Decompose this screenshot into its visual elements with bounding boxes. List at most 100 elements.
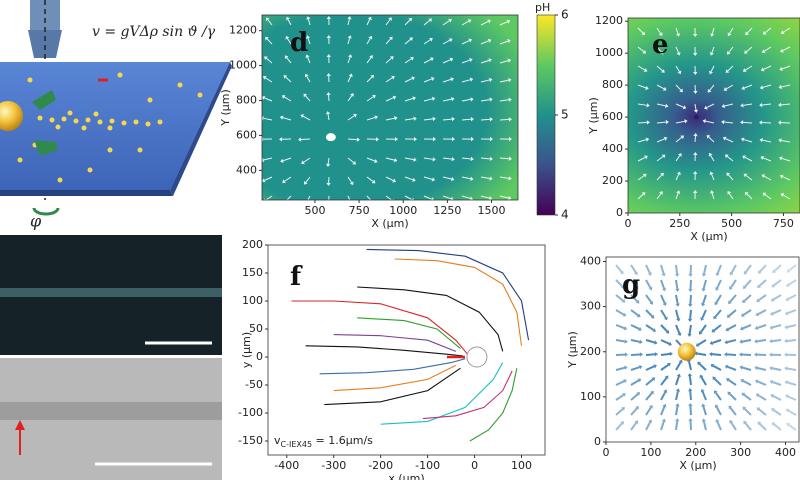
field-arrow <box>480 40 489 45</box>
field-arrowhead <box>428 18 433 23</box>
field-arrowhead <box>306 16 311 20</box>
field-arrowhead <box>780 30 785 34</box>
field-arrowhead <box>286 16 290 21</box>
y-tick-label: 1200 <box>229 24 257 37</box>
field-arrowhead <box>430 76 435 81</box>
field-arrowhead <box>739 365 743 370</box>
x-tick-label: 100 <box>511 459 532 472</box>
field-arrowhead <box>743 173 748 178</box>
field-arrow <box>660 352 671 356</box>
field-arrowhead <box>706 135 711 139</box>
field-arrowhead <box>303 180 308 185</box>
x-tick-label: 300 <box>730 446 751 459</box>
field-arrow <box>645 378 654 386</box>
field-arrowhead <box>394 136 398 142</box>
field-arrow <box>689 390 692 401</box>
field-arrow <box>772 395 782 401</box>
field-arrowhead <box>623 326 628 331</box>
particle <box>0 101 23 131</box>
field-arrowhead <box>374 158 378 164</box>
field-arrowhead <box>391 75 395 80</box>
field-arrow <box>630 339 641 343</box>
field-arrow <box>404 157 414 161</box>
field-arrowhead <box>713 315 717 320</box>
field-arrow <box>423 19 431 26</box>
trajectory <box>357 317 461 350</box>
field-arrowhead <box>744 191 749 196</box>
trajectory <box>333 334 456 352</box>
field-arrow <box>285 76 292 83</box>
field-arrow <box>637 27 644 34</box>
field-arrowhead <box>698 331 703 335</box>
field-arrowhead <box>508 176 512 181</box>
field-arrowhead <box>262 95 266 100</box>
field-arrow <box>675 279 679 290</box>
field-arrow <box>712 339 722 344</box>
x-tick-label: 1250 <box>433 204 461 217</box>
field-arrowhead <box>757 284 761 289</box>
field-arrowhead <box>372 94 376 99</box>
field-arrowhead <box>431 177 436 182</box>
x-tick-label: -300 <box>321 459 346 472</box>
panel-letter: g <box>622 270 640 300</box>
field-arrowhead <box>692 190 698 194</box>
field-arrow <box>728 46 734 53</box>
field-arrow <box>327 157 330 165</box>
y-tick-label: 800 <box>602 78 623 91</box>
field-arrow <box>726 156 734 162</box>
field-arrowhead <box>282 179 286 184</box>
field-arrow <box>709 84 715 91</box>
field-arrow <box>423 157 433 160</box>
field-arrow <box>461 20 470 26</box>
field-arrowhead <box>326 92 331 96</box>
field-arrow <box>385 77 393 83</box>
flow-arrow <box>34 140 58 156</box>
field-arrowhead <box>432 136 436 142</box>
field-arrow <box>743 121 753 124</box>
field-arrowhead <box>784 311 789 316</box>
x-tick-label: 500 <box>304 204 325 217</box>
field-arrowhead <box>431 197 435 200</box>
field-arrowhead <box>723 87 728 91</box>
colorbar <box>536 14 556 216</box>
field-arrowhead <box>265 36 269 41</box>
field-arrow <box>675 103 684 108</box>
field-arrowhead <box>713 390 718 394</box>
field-arrow <box>499 195 509 199</box>
field-arrow <box>743 139 753 143</box>
field-arrow <box>637 84 647 89</box>
field-arrow <box>656 103 666 107</box>
field-arrowhead <box>692 171 698 175</box>
field-arrowhead <box>262 116 264 121</box>
field-arrowhead <box>661 154 666 159</box>
field-arrowhead <box>679 88 683 93</box>
field-arrowhead <box>660 172 664 177</box>
field-arrow <box>675 361 682 371</box>
field-arrow <box>301 138 311 141</box>
field-arrow <box>656 46 662 53</box>
field-arrowhead <box>264 56 268 60</box>
field-arrow <box>675 193 679 200</box>
sink <box>694 115 699 120</box>
field-arrow <box>347 115 355 121</box>
field-arrowhead <box>715 287 720 291</box>
field-arrowhead <box>487 19 491 24</box>
field-arrow <box>742 366 752 371</box>
field-arrowhead <box>724 352 728 357</box>
field-arrowhead <box>676 318 681 322</box>
field-arrow <box>423 98 433 102</box>
field-arrow <box>442 98 452 102</box>
field-arrow <box>615 366 625 371</box>
field-arrow <box>782 46 791 52</box>
field-arrow <box>787 279 797 286</box>
field-arrow <box>499 40 509 45</box>
field-arrowhead <box>489 117 493 122</box>
field-arrowhead <box>676 171 681 176</box>
field-arrow <box>746 193 753 200</box>
field-arrow <box>347 18 350 26</box>
panel-letter: e <box>652 30 669 60</box>
field-arrow <box>756 339 767 343</box>
field-arrowhead <box>676 51 681 56</box>
field-arrow <box>615 422 623 431</box>
field-arrowhead <box>701 273 707 277</box>
